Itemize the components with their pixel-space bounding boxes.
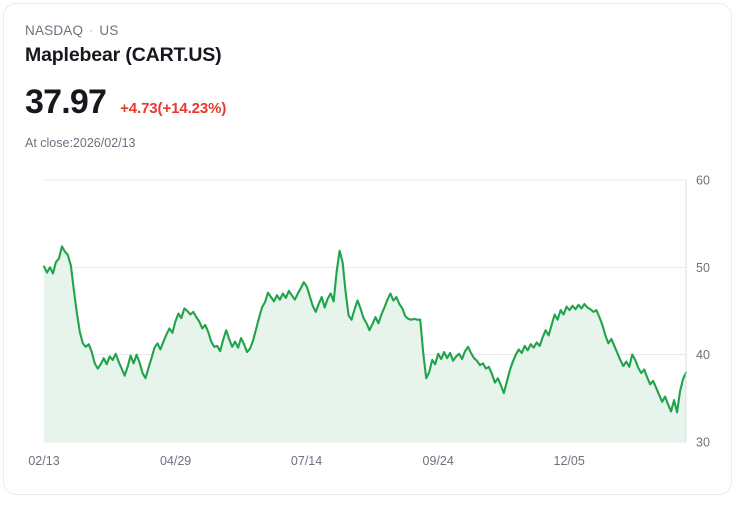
exchange-separator: · (89, 23, 94, 37)
price-chart-svg: 30 40 50 60 02/13 04/29 07/14 09/24 12/05 (28, 174, 710, 469)
y-tick-label: 40 (696, 348, 710, 362)
company-name: Maplebear (CART.US) (25, 44, 222, 66)
x-tick-label: 02/13 (28, 454, 59, 468)
y-axis-labels: 30 40 50 60 (696, 174, 710, 450)
market-status-note: At close:2026/02/13 (25, 136, 136, 150)
last-price: 37.97 (25, 83, 107, 121)
y-tick-label: 30 (696, 436, 710, 450)
x-tick-label: 04/29 (160, 454, 191, 468)
price-change: +4.73(+14.23%) (120, 100, 227, 117)
region-label: US (99, 23, 119, 38)
exchange-region-line: NASDAQ · US (25, 22, 711, 40)
x-tick-label: 09/24 (423, 454, 454, 468)
y-tick-label: 50 (696, 261, 710, 275)
price-area-fill (44, 246, 686, 442)
x-tick-label: 12/05 (554, 454, 585, 468)
exchange-label: NASDAQ (25, 23, 84, 38)
price-chart[interactable]: 30 40 50 60 02/13 04/29 07/14 09/24 12/05 (4, 164, 731, 474)
stock-quote-card: NASDAQ · US Maplebear (CART.US) 37.97 +4.7… (3, 3, 732, 495)
price-line (42, 245, 688, 414)
y-tick-label: 60 (696, 174, 710, 188)
x-axis-labels: 02/13 04/29 07/14 09/24 12/05 (28, 454, 584, 468)
quote-header: NASDAQ · US Maplebear (CART.US) 37.97 +4.7… (25, 22, 711, 151)
price-row: 37.97 +4.73(+14.23%) (25, 82, 711, 122)
x-tick-label: 07/14 (291, 454, 322, 468)
